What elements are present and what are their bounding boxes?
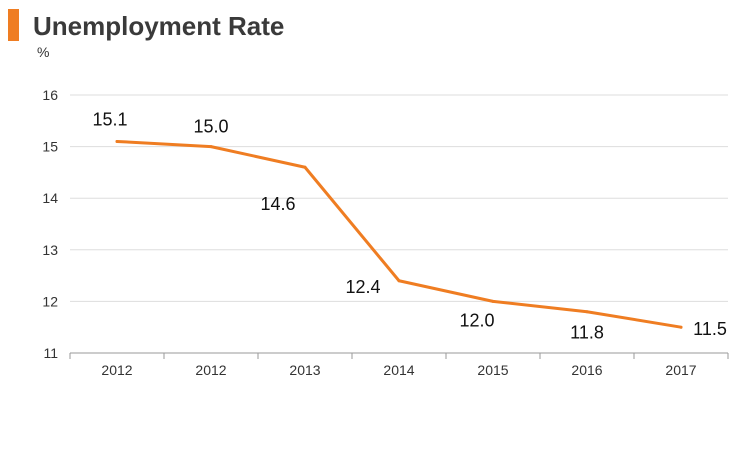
data-point bbox=[585, 310, 589, 314]
y-tick-label: 14 bbox=[42, 190, 58, 206]
data-point bbox=[397, 279, 401, 283]
data-point bbox=[303, 165, 307, 169]
title-accent-bar bbox=[8, 9, 19, 41]
y-axis-unit: % bbox=[37, 44, 49, 60]
data-label: 14.6 bbox=[260, 194, 295, 214]
series-layer bbox=[115, 139, 683, 329]
data-label: 11.5 bbox=[693, 319, 727, 339]
x-tick-label: 2016 bbox=[571, 362, 602, 378]
x-tick-label: 2014 bbox=[383, 362, 414, 378]
y-tick-label: 16 bbox=[42, 87, 58, 103]
y-tick-label: 15 bbox=[42, 139, 58, 155]
y-axis-ticks: 11 12 13 14 15 16 bbox=[42, 87, 58, 361]
x-tick-label: 2017 bbox=[665, 362, 696, 378]
gridlines bbox=[70, 94, 728, 354]
data-point bbox=[679, 325, 683, 329]
data-label: 15.1 bbox=[92, 109, 127, 129]
y-tick-label: 12 bbox=[42, 293, 58, 309]
data-labels: 15.1 15.0 14.6 12.4 12.0 11.8 11.5 bbox=[92, 109, 726, 342]
x-tick-label: 2013 bbox=[289, 362, 320, 378]
x-tick-label: 2012 bbox=[195, 362, 226, 378]
data-label: 11.8 bbox=[570, 323, 604, 343]
data-point bbox=[491, 299, 495, 303]
chart-title: Unemployment Rate bbox=[33, 11, 284, 41]
series-line bbox=[115, 139, 683, 329]
data-label: 12.4 bbox=[345, 277, 380, 297]
y-tick-label: 11 bbox=[43, 345, 58, 361]
x-axis-ticks: 2012 2012 2013 2014 2015 2016 2017 bbox=[69, 353, 729, 378]
x-tick-label: 2015 bbox=[477, 362, 508, 378]
x-tick-label: 2012 bbox=[101, 362, 132, 378]
data-label: 15.0 bbox=[193, 117, 228, 137]
y-tick-label: 13 bbox=[42, 242, 58, 258]
data-label: 12.0 bbox=[459, 310, 494, 330]
data-point bbox=[115, 139, 119, 143]
data-point bbox=[209, 145, 213, 149]
